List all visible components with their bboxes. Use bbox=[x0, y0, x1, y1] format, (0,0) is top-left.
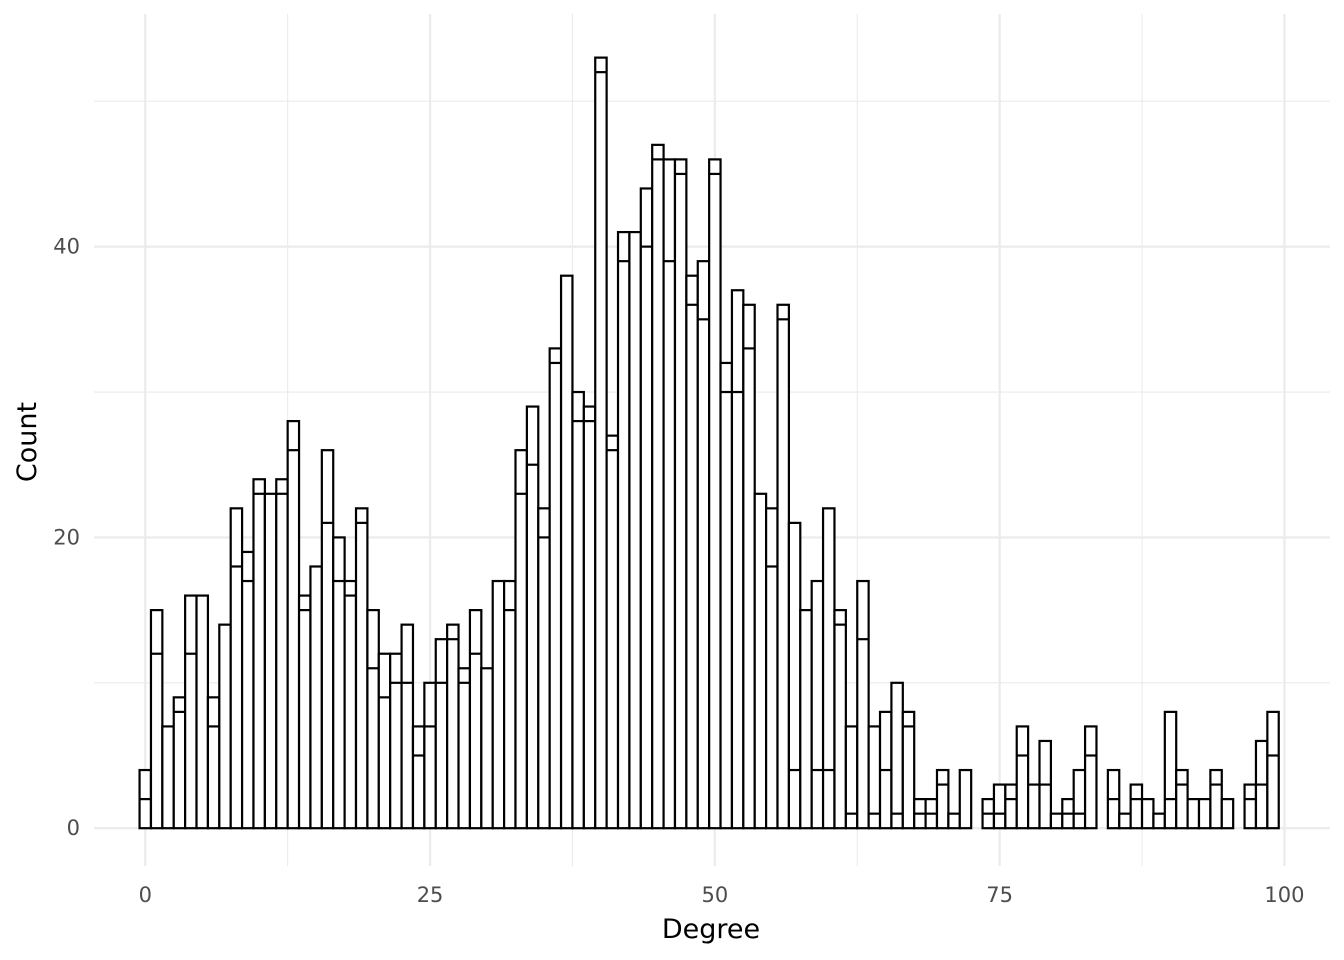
histogram-bar bbox=[275, 478, 289, 830]
y-axis-title: Count bbox=[12, 402, 43, 482]
histogram-bar bbox=[1118, 812, 1132, 830]
histogram-bar bbox=[1004, 783, 1018, 830]
x-tick-label: 0 bbox=[139, 883, 152, 907]
histogram-bar bbox=[309, 565, 323, 830]
histogram-bar bbox=[252, 478, 266, 830]
histogram-bar bbox=[992, 783, 1007, 830]
histogram-bar bbox=[434, 638, 449, 830]
histogram-bar bbox=[1163, 710, 1178, 830]
histogram-bar bbox=[1083, 725, 1098, 830]
histogram-bar bbox=[1209, 768, 1223, 830]
histogram-bar bbox=[605, 434, 620, 830]
histogram-bar bbox=[787, 521, 802, 830]
histogram-bar bbox=[297, 594, 312, 830]
histogram-bar bbox=[286, 419, 301, 830]
histogram-bar bbox=[1129, 783, 1144, 830]
histogram-bar bbox=[799, 609, 813, 830]
histogram-bar bbox=[480, 667, 494, 830]
histogram-bar bbox=[730, 289, 745, 830]
histogram-bar bbox=[1243, 783, 1258, 830]
histogram-bar bbox=[411, 725, 426, 830]
histogram-bar bbox=[240, 550, 255, 830]
histogram-bar bbox=[765, 507, 779, 830]
histogram-bar bbox=[616, 230, 631, 830]
histogram-bar bbox=[503, 579, 517, 830]
histogram-bar bbox=[1197, 798, 1212, 830]
histogram-bar bbox=[514, 449, 528, 830]
histogram-bar bbox=[457, 667, 472, 830]
x-tick-label: 25 bbox=[417, 883, 444, 907]
histogram-bar bbox=[662, 158, 677, 830]
histogram-bar bbox=[673, 158, 688, 830]
histogram-bar bbox=[229, 507, 244, 830]
x-tick-label: 50 bbox=[701, 883, 728, 907]
histogram-bar bbox=[958, 768, 973, 830]
histogram-bar bbox=[172, 696, 187, 830]
bars bbox=[138, 56, 1280, 830]
histogram-bar bbox=[218, 623, 232, 830]
histogram-bar bbox=[1152, 812, 1166, 830]
histogram-bar bbox=[184, 594, 198, 830]
histogram-bar bbox=[935, 768, 950, 830]
histogram-bar bbox=[776, 303, 790, 830]
histogram-bar bbox=[195, 594, 210, 830]
x-axis-ticks: 0 25 50 75 100 bbox=[139, 883, 1305, 907]
histogram-bar bbox=[639, 187, 654, 830]
histogram-bar bbox=[548, 347, 563, 830]
histogram-bar bbox=[423, 681, 437, 830]
histogram-bar bbox=[320, 449, 335, 830]
histogram-bar bbox=[1266, 710, 1280, 830]
histogram-bar bbox=[366, 609, 380, 830]
y-axis-ticks: 0 20 40 bbox=[53, 235, 80, 841]
histogram-bar bbox=[1220, 798, 1235, 830]
histogram-bar bbox=[947, 812, 961, 830]
histogram-bar bbox=[400, 623, 415, 830]
histogram-bar bbox=[821, 507, 836, 830]
histogram-bar bbox=[1140, 798, 1155, 830]
histogram-bar bbox=[810, 579, 825, 830]
histogram-bar bbox=[1049, 812, 1064, 830]
histogram-bar bbox=[446, 623, 460, 830]
histogram-bar bbox=[1186, 798, 1201, 830]
x-tick-label: 100 bbox=[1264, 883, 1304, 907]
histogram-bar bbox=[1015, 725, 1030, 830]
histogram-bar bbox=[1072, 768, 1087, 830]
histogram-bar bbox=[890, 681, 904, 830]
histogram-bar bbox=[149, 609, 164, 830]
histogram-bar bbox=[206, 696, 221, 830]
x-axis-title: Degree bbox=[662, 914, 760, 945]
histogram-bar bbox=[651, 143, 665, 830]
y-tick-label: 0 bbox=[67, 816, 80, 840]
histogram-bar bbox=[1175, 768, 1189, 830]
histogram-bar bbox=[742, 303, 756, 830]
histogram-bar bbox=[685, 274, 699, 830]
x-tick-label: 75 bbox=[986, 883, 1013, 907]
histogram-bar bbox=[1027, 783, 1041, 830]
histogram-bar bbox=[354, 507, 369, 830]
histogram-bar bbox=[389, 652, 403, 830]
histogram-bar bbox=[719, 361, 734, 830]
histogram-bar bbox=[901, 710, 916, 830]
y-tick-label: 40 bbox=[53, 235, 80, 259]
histogram-bar bbox=[161, 725, 175, 830]
histogram-bar bbox=[628, 230, 642, 830]
histogram-bar bbox=[537, 507, 551, 830]
histogram-bar bbox=[708, 158, 722, 830]
histogram-bar bbox=[594, 56, 608, 830]
histogram-bar bbox=[525, 405, 540, 830]
histogram-bar bbox=[856, 579, 870, 830]
histogram-bar bbox=[468, 609, 483, 830]
histogram-bar bbox=[343, 579, 358, 830]
histogram-bar bbox=[559, 274, 574, 830]
histogram-bar bbox=[263, 492, 278, 830]
histogram-bar bbox=[571, 390, 585, 830]
histogram-bar bbox=[377, 652, 392, 830]
histogram-bar bbox=[833, 609, 847, 830]
histogram-bar bbox=[753, 492, 768, 830]
histogram-bar bbox=[696, 260, 711, 830]
histogram-bar bbox=[491, 579, 506, 830]
histogram-bar bbox=[582, 405, 597, 830]
y-tick-label: 20 bbox=[53, 525, 80, 549]
